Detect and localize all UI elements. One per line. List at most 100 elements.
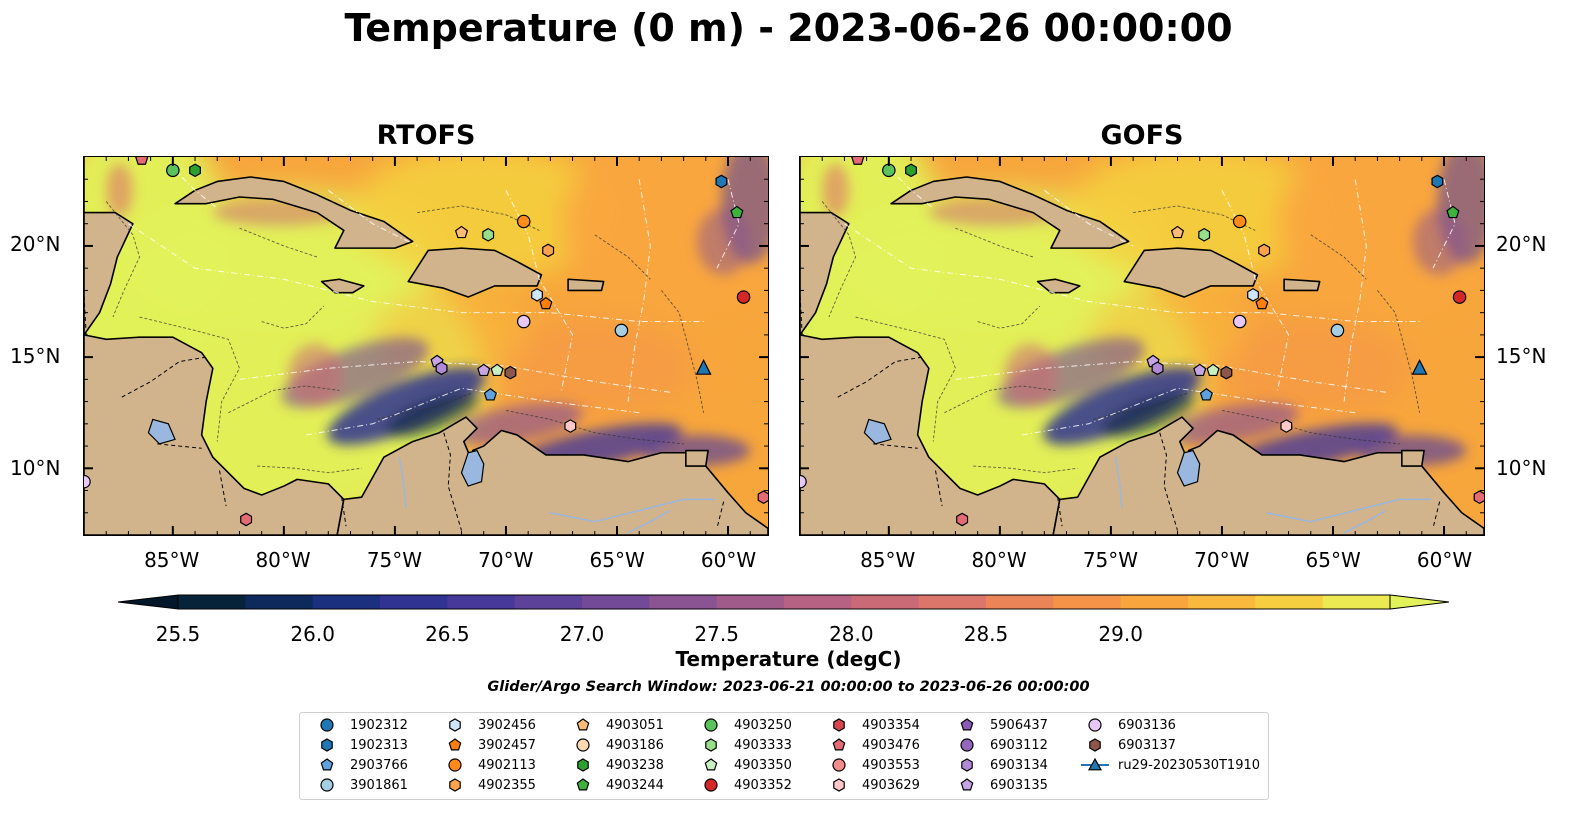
legend-label: 4903350 bbox=[734, 757, 792, 773]
legend-item: 6903134 bbox=[952, 757, 1048, 773]
colorbar-gradient bbox=[117, 594, 1450, 610]
colorbar-tick-label: 26.0 bbox=[290, 622, 335, 646]
legend-item: 2903766 bbox=[312, 757, 408, 773]
map-gofs bbox=[799, 156, 1485, 536]
colorbar-segment bbox=[178, 595, 246, 609]
float-marker-1902313 bbox=[1431, 174, 1444, 189]
legend-label: 4903186 bbox=[606, 737, 664, 753]
circle-marker-icon bbox=[832, 758, 846, 772]
colorbar-tick-label: 27.0 bbox=[559, 622, 605, 646]
float-marker-4902113 bbox=[1232, 214, 1247, 229]
lon-tick-label: 70°W bbox=[1194, 548, 1250, 572]
legend-item: 3902456 bbox=[440, 717, 536, 733]
float-marker-4903354 bbox=[240, 512, 253, 527]
legend-item: 4903238 bbox=[568, 757, 664, 773]
circle-marker-icon bbox=[576, 738, 590, 752]
colorbar-segment bbox=[851, 595, 920, 609]
float-marker-4903051 bbox=[454, 225, 469, 239]
colorbar-segment bbox=[245, 595, 314, 609]
colorbar-segment bbox=[649, 595, 718, 609]
legend-item: 6903112 bbox=[952, 737, 1048, 753]
colorbar-segment bbox=[1053, 595, 1122, 609]
colorbar-tick-label: 28.5 bbox=[963, 622, 1009, 646]
colorbar-label: Temperature (degC) bbox=[675, 647, 902, 671]
legend-marker bbox=[1087, 757, 1103, 771]
colorbar-segment bbox=[716, 595, 785, 609]
legend-label: 4903051 bbox=[606, 717, 664, 733]
circle-marker-icon bbox=[704, 718, 718, 732]
colorbar-segment bbox=[918, 595, 987, 609]
float-marker-4903051 bbox=[1170, 225, 1185, 239]
figure-title: Temperature (0 m) - 2023-06-26 00:00:00 bbox=[344, 6, 1233, 50]
colorbar bbox=[117, 594, 1450, 620]
lat-tick-label-right: 10°N bbox=[1496, 455, 1547, 480]
hexagon-marker-icon bbox=[833, 718, 845, 732]
lon-tick-label: 75°W bbox=[1082, 548, 1139, 572]
lon-tick-label: 70°W bbox=[478, 548, 534, 572]
legend-marker bbox=[1088, 718, 1102, 732]
legend-item: 6903135 bbox=[952, 777, 1048, 793]
legend-label: 4902113 bbox=[478, 757, 536, 773]
float-marker-6903137 bbox=[504, 365, 517, 380]
legend-marker bbox=[321, 738, 333, 752]
lon-tick-label: 65°W bbox=[1305, 548, 1361, 572]
panel-title-gofs: GOFS bbox=[1100, 120, 1184, 151]
colorbar-segment bbox=[1188, 595, 1256, 609]
float-marker-4903250 bbox=[166, 163, 180, 178]
legend-marker bbox=[448, 738, 462, 751]
legend: 1902312 1902313 2903766 3901861 3902456 39024… bbox=[299, 712, 1269, 800]
colorbar-segment bbox=[447, 595, 516, 609]
pentagon-marker-icon bbox=[576, 778, 590, 791]
float-marker-4903333 bbox=[482, 227, 495, 242]
pentagon-marker-icon bbox=[832, 738, 846, 751]
float-marker-4903476 bbox=[135, 157, 149, 165]
float-marker-6903136 bbox=[516, 314, 531, 329]
float-marker-4903354 bbox=[757, 490, 768, 505]
float-markers bbox=[800, 157, 1484, 527]
lon-tick-label: 60°W bbox=[1416, 548, 1473, 572]
lon-tick-label: 80°W bbox=[255, 548, 311, 572]
legend-marker bbox=[704, 778, 718, 792]
hexagon-marker-icon bbox=[449, 718, 461, 732]
legend-label: 4903333 bbox=[734, 737, 792, 753]
legend-label: 6903135 bbox=[990, 777, 1048, 793]
colorbar-segment bbox=[312, 595, 381, 609]
legend-marker bbox=[448, 758, 462, 772]
float-marker-6903136 bbox=[800, 474, 807, 489]
float-marker-4902355 bbox=[1258, 243, 1271, 258]
float-marker-3901861 bbox=[614, 323, 629, 338]
colorbar-segment bbox=[1120, 595, 1189, 609]
legend-label: 2903766 bbox=[350, 757, 408, 773]
legend-item: 4903629 bbox=[824, 777, 920, 793]
colorbar-tick-label: 26.5 bbox=[425, 622, 470, 646]
frame-ticks bbox=[800, 157, 1484, 535]
legend-marker bbox=[705, 738, 717, 752]
legend-marker bbox=[961, 758, 973, 772]
float-marker-4903350 bbox=[490, 363, 504, 377]
float-marker-6903136 bbox=[84, 474, 91, 489]
colorbar-segment bbox=[514, 595, 583, 609]
legend-label: ru29-20230530T1910 bbox=[1118, 757, 1261, 773]
legend-label: 6903134 bbox=[990, 757, 1048, 773]
frame-ticks bbox=[84, 157, 768, 535]
triangle-marker-icon bbox=[1081, 757, 1109, 771]
legend-marker bbox=[449, 778, 461, 792]
colorbar-segment bbox=[784, 595, 852, 609]
float-marker-4903352 bbox=[1452, 290, 1467, 304]
legend-marker bbox=[960, 778, 974, 791]
legend-item: 4903250 bbox=[696, 717, 792, 733]
colorbar-over-arrow bbox=[1389, 594, 1450, 610]
legend-item: 4903244 bbox=[568, 777, 664, 793]
lat-tick-label-left: 20°N bbox=[10, 232, 61, 257]
temperature-field-1 bbox=[800, 157, 1484, 535]
pentagon-marker-icon bbox=[960, 718, 974, 731]
float-marker-4903352 bbox=[736, 290, 751, 304]
legend-item: 3902457 bbox=[440, 737, 536, 753]
legend-label: 3901861 bbox=[350, 777, 408, 793]
legend-marker bbox=[833, 778, 845, 792]
colorbar-tick-label: 29.0 bbox=[1098, 622, 1143, 646]
legend-label: 4903553 bbox=[862, 757, 920, 773]
legend-item: 3901861 bbox=[312, 777, 408, 793]
circle-marker-icon bbox=[704, 778, 718, 792]
colorbar-tick-label: 25.5 bbox=[155, 622, 201, 646]
